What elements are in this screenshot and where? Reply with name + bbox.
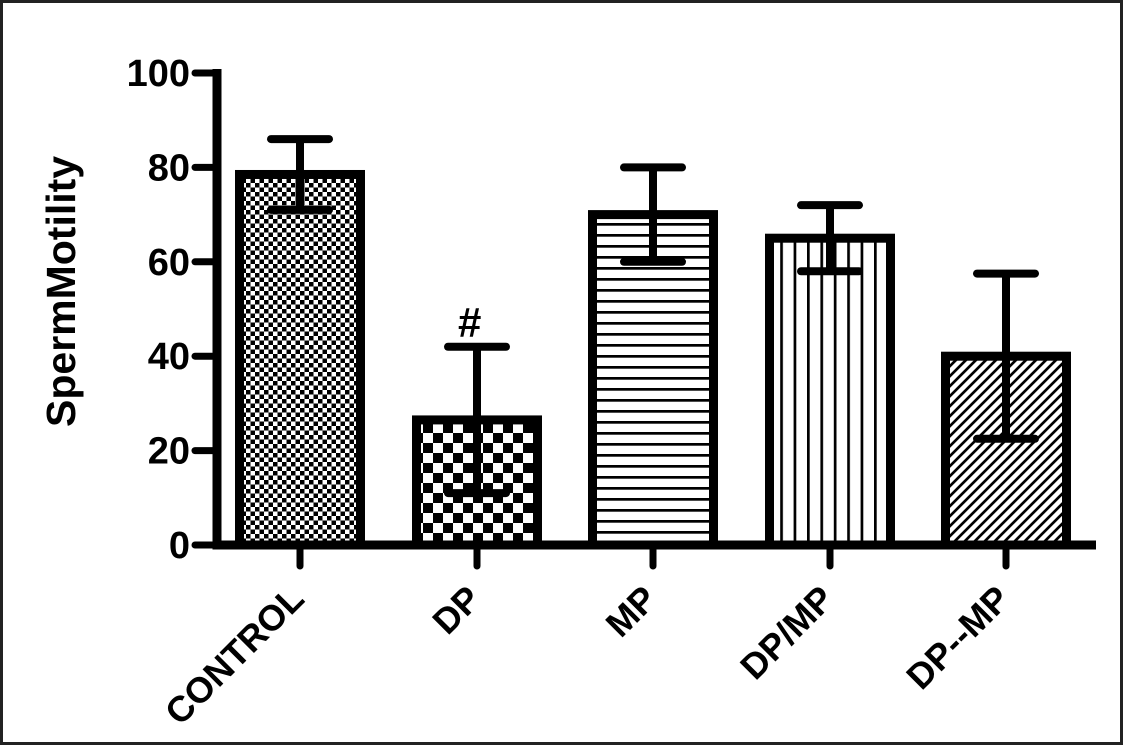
x-category-label: CONTROL — [157, 578, 312, 733]
x-category-label: MP — [597, 578, 664, 645]
bar-dp-mp — [765, 233, 895, 550]
x-category-label: DP — [424, 578, 488, 642]
y-tick-label: 0 — [169, 525, 190, 567]
y-tick-label: 20 — [148, 431, 190, 473]
y-tick-label: 100 — [127, 53, 190, 95]
y-tick-label: 60 — [148, 242, 190, 284]
bar-control — [235, 169, 365, 550]
x-category-label: DP/MP — [732, 578, 842, 688]
bar-chart: 0 20 40 60 80 100 CONTROL DP MP DP/MP DP--MP # — [127, 53, 1096, 733]
x-category-label: DP--MP — [898, 578, 1018, 698]
significance-annotation: # — [457, 299, 481, 346]
y-tick-label: 80 — [148, 147, 190, 189]
y-tick-label: 40 — [148, 336, 190, 378]
